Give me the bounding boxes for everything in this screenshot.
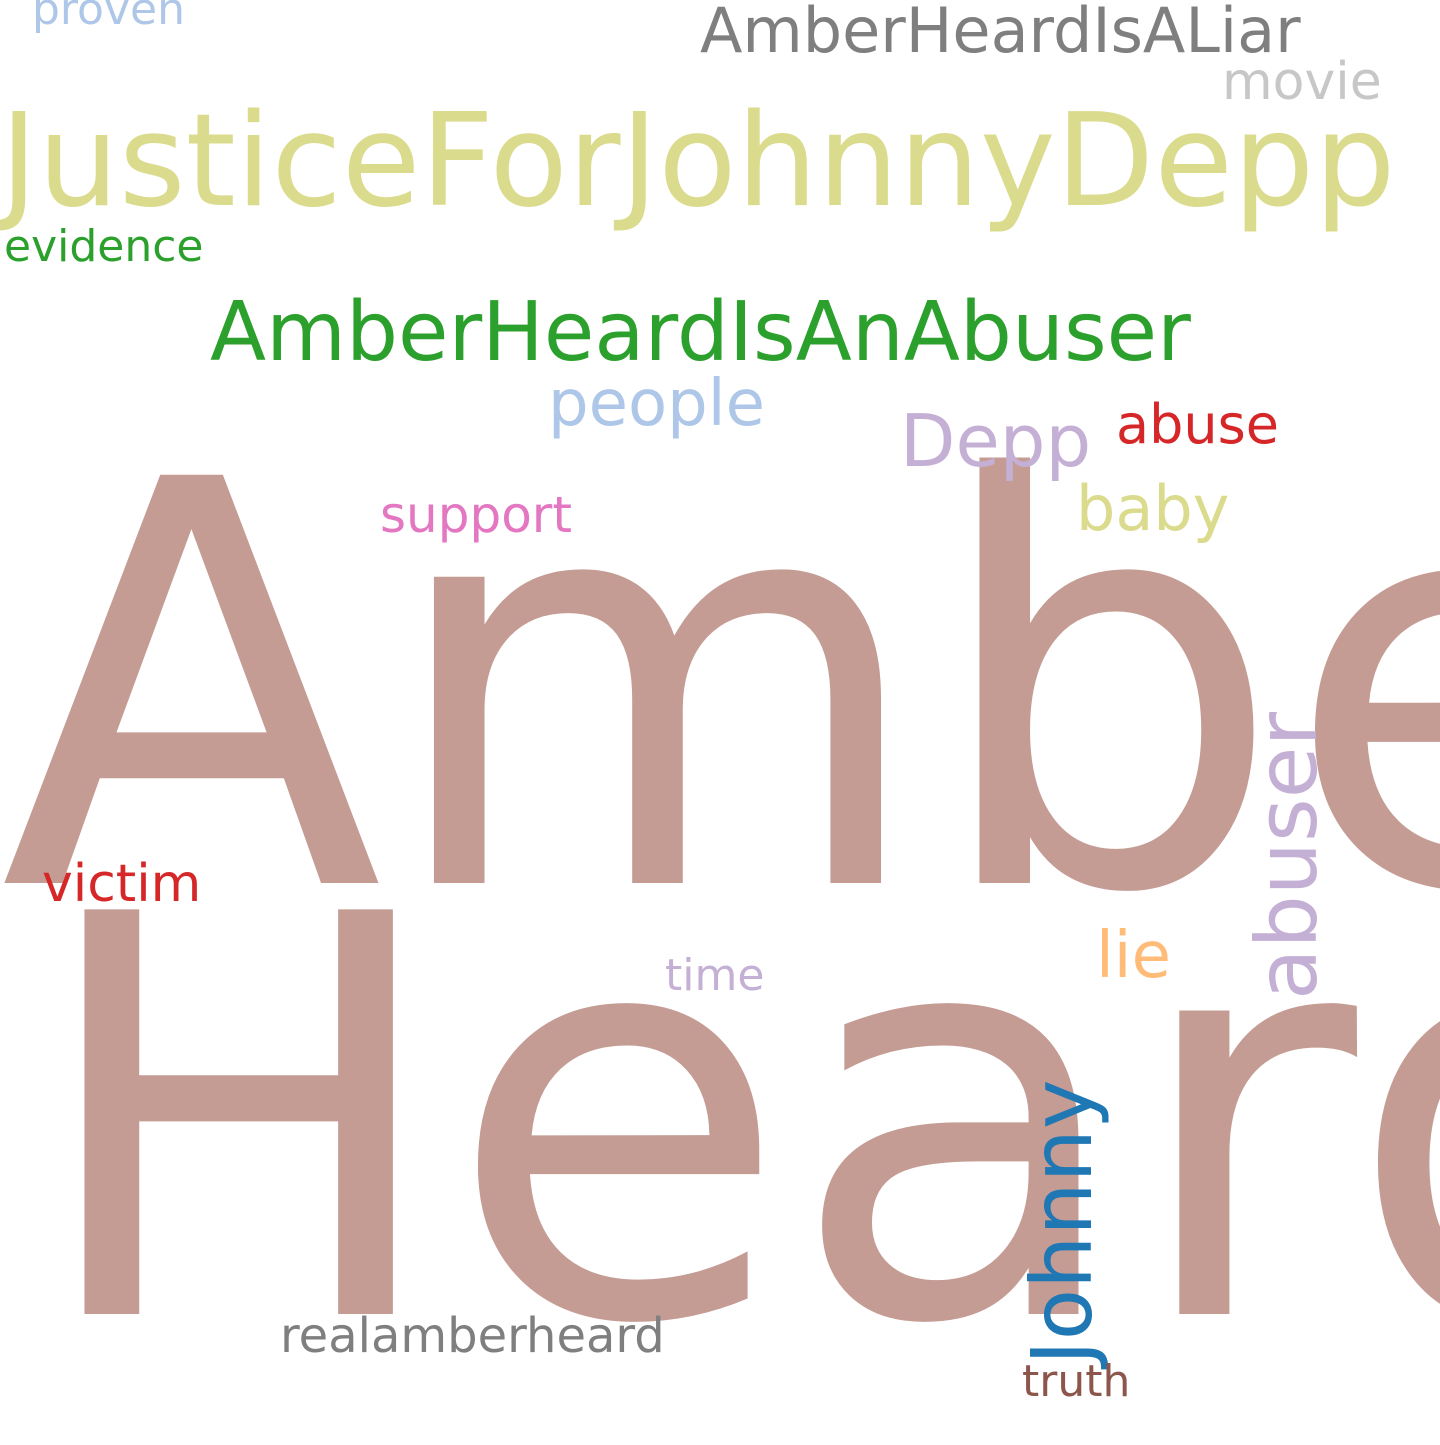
word-amber-heard-is-an-abuser: AmberHeardIsAnAbuser [210, 285, 1191, 380]
word-johnny: Johnny [1013, 1079, 1111, 1365]
word-lie: lie [1096, 919, 1171, 993]
word-abuser: abuser [1238, 711, 1336, 1000]
word-time: time [665, 950, 765, 1001]
word-baby: baby [1076, 472, 1230, 545]
word-support: support [380, 486, 572, 544]
word-evidence: evidence [4, 221, 204, 272]
word-truth: truth [1022, 1356, 1131, 1407]
word-amber: Amber [0, 364, 1440, 1016]
word-amber-heard-is-a-liar: AmberHeardIsALiar [700, 0, 1301, 67]
word-people: people [548, 367, 765, 441]
word-realamberheard: realamberheard [280, 1308, 665, 1364]
word-abuse: abuse [1116, 393, 1279, 456]
word-heard: Heard [30, 799, 1440, 1445]
word-victim: victim [42, 854, 202, 914]
word-justice-for-johnny-depp: JusticeForJohnnyDepp [0, 87, 1396, 236]
word-depp: Depp [900, 399, 1092, 483]
word-movie: movie [1222, 52, 1382, 112]
word-proven: proven [32, 0, 185, 35]
